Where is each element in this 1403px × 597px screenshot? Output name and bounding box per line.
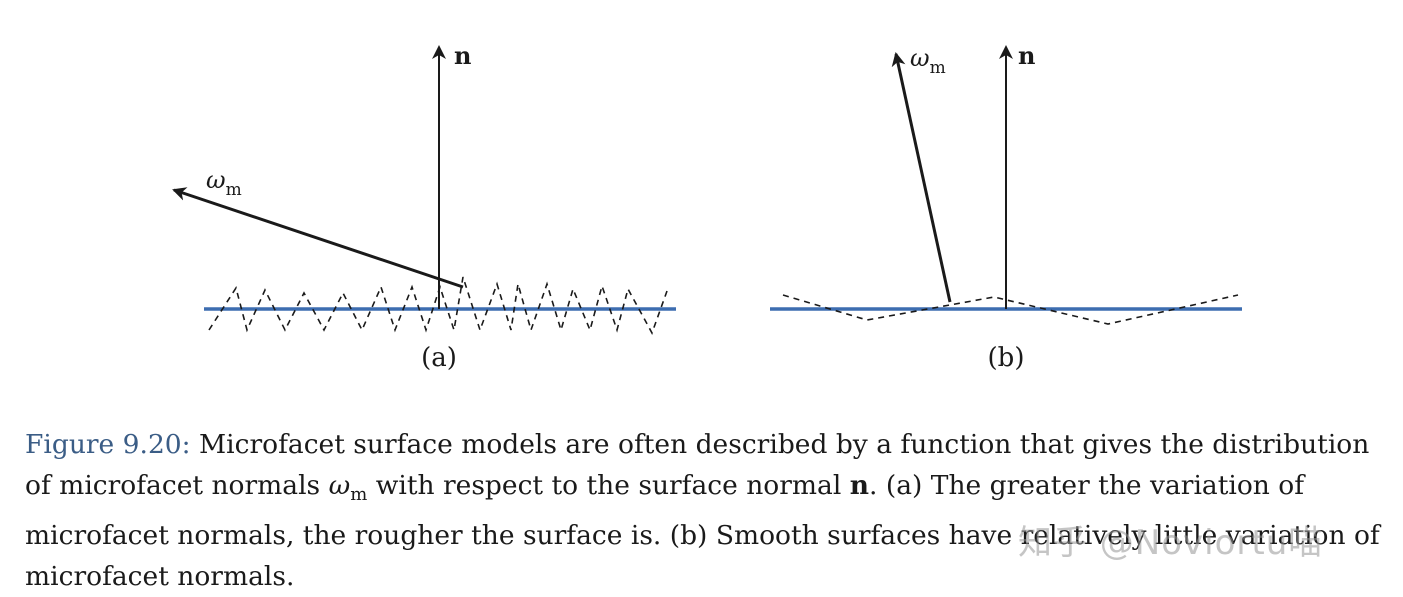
watermark: 知乎 @Noviortu喵 <box>1018 523 1324 563</box>
omega-subscript: m <box>350 484 368 505</box>
panel-label-b: (b) <box>988 343 1025 373</box>
normal-symbol: n <box>849 470 870 501</box>
normal-label-b: n <box>1018 41 1035 70</box>
omega-symbol: ω <box>328 470 351 501</box>
panel-label-a: (a) <box>421 343 457 373</box>
caption-text-2: with respect to the surface normal <box>367 470 850 501</box>
caption-text-1: Microfacet surface models are often desc… <box>25 429 1370 501</box>
smooth-microsurface-b <box>782 294 1239 325</box>
figure-diagram: n ωm (a) n ωm (b) <box>172 41 1242 373</box>
microfacet-label-b: ωm <box>910 44 946 78</box>
figure-caption: Figure 9.20: Microfacet surface models a… <box>25 424 1385 597</box>
panel-a: n ωm (a) <box>172 41 676 373</box>
normal-label-a: n <box>454 41 471 70</box>
rough-microsurface-a <box>208 276 668 335</box>
panel-b: n ωm (b) <box>770 41 1242 373</box>
microfacet-label-a: ωm <box>206 166 242 200</box>
microfacet-arrow-b <box>891 52 952 303</box>
figure-reference: Figure 9.20: <box>25 429 191 460</box>
microfacet-arrow-a <box>172 187 464 289</box>
caption-text-3: . (a) The greater the variation of micro… <box>25 470 1380 592</box>
